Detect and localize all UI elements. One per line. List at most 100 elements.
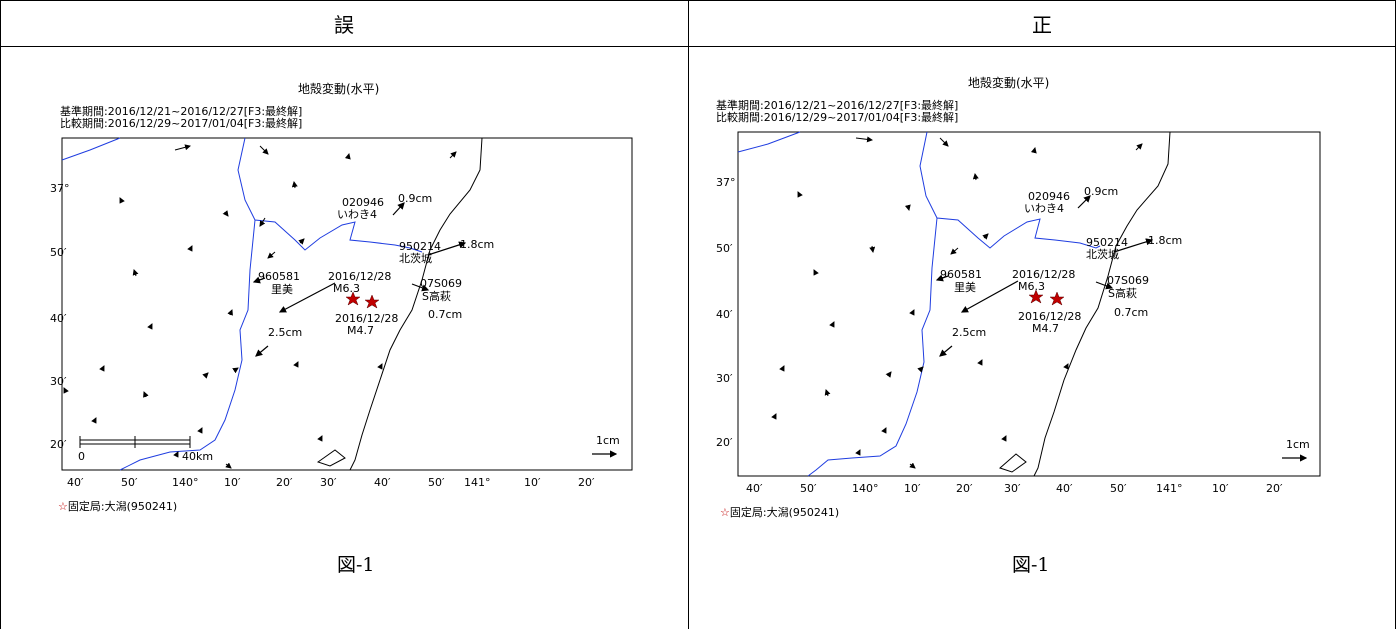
epicenter-stars bbox=[345, 291, 380, 309]
station-labels: 020946 いわき4 0.9cm 950214 北茨城 1.8cm 96058… bbox=[258, 192, 494, 339]
quake-mag: M6.3 bbox=[1018, 280, 1045, 293]
coastline bbox=[1033, 131, 1171, 477]
station-name: S高萩 bbox=[422, 289, 451, 303]
figure-caption: 図-1 bbox=[1012, 554, 1050, 576]
station-code: 07S069 bbox=[1107, 274, 1149, 287]
small-vectors bbox=[771, 136, 1143, 469]
svg-text:140°: 140° bbox=[852, 482, 879, 495]
map-frame bbox=[61, 137, 633, 471]
header-correct: 正 bbox=[1032, 12, 1052, 37]
river bbox=[737, 131, 1101, 477]
quake-date: 2016/12/28 bbox=[335, 312, 398, 325]
station-code: 07S069 bbox=[420, 277, 462, 290]
station-code: 020946 bbox=[342, 196, 384, 209]
svg-text:40′: 40′ bbox=[746, 482, 763, 495]
header-wrong: 誤 bbox=[334, 12, 354, 37]
svg-text:37°: 37° bbox=[716, 176, 736, 189]
station-code: 960581 bbox=[258, 270, 300, 283]
station-name: 里美 bbox=[954, 281, 976, 294]
station-name: 北茨城 bbox=[399, 251, 432, 265]
base-period: 基準期間:2016/12/21~2016/12/27[F3:最終解] bbox=[716, 99, 959, 112]
svg-text:140°: 140° bbox=[172, 476, 199, 489]
svg-text:30′: 30′ bbox=[1004, 482, 1021, 495]
svg-text:50′: 50′ bbox=[121, 476, 138, 489]
table-divider bbox=[688, 0, 689, 629]
scale-bar bbox=[79, 436, 191, 448]
base-period: 基準期間:2016/12/21~2016/12/27[F3:最終解] bbox=[60, 105, 303, 118]
quake-mag: M6.3 bbox=[333, 282, 360, 295]
quake-date: 2016/12/28 bbox=[1018, 310, 1081, 323]
station-code: 950214 bbox=[1086, 236, 1128, 249]
table-border-left bbox=[0, 0, 1, 629]
lat-axis: 37° 50′ 40′ 30′ 20′ bbox=[50, 182, 70, 451]
station-vectors bbox=[252, 202, 467, 357]
station-name: 北茨城 bbox=[1086, 247, 1119, 261]
station-disp: 2.5cm bbox=[268, 326, 302, 339]
lon-axis: 40′ 50′ 140° 10′ 20′ 30′ 40′ 50′ 141° 10… bbox=[746, 482, 1283, 495]
station-disp: 0.7cm bbox=[428, 308, 462, 321]
coastline-bay bbox=[999, 453, 1027, 473]
compare-period: 比較期間:2016/12/29~2017/01/04[F3:最終解] bbox=[60, 117, 303, 130]
station-disp: 0.9cm bbox=[1084, 185, 1118, 198]
station-disp: 0.7cm bbox=[1114, 306, 1148, 319]
displacement-map: 020946 いわき4 0.9cm 950214 北茨城 1.8cm 96058… bbox=[50, 137, 633, 489]
station-disp: 1.8cm bbox=[460, 238, 494, 251]
svg-text:20′: 20′ bbox=[716, 436, 733, 449]
svg-text:50′: 50′ bbox=[428, 476, 445, 489]
svg-text:141°: 141° bbox=[464, 476, 491, 489]
svg-text:30′: 30′ bbox=[50, 375, 67, 388]
svg-text:20′: 20′ bbox=[1266, 482, 1283, 495]
figure-title: 地殻変動(水平) bbox=[298, 82, 380, 96]
figure-title: 地殻変動(水平) bbox=[968, 76, 1050, 90]
scale-zero: 0 bbox=[78, 450, 85, 463]
figure-caption: 図-1 bbox=[337, 554, 375, 576]
station-name: S高萩 bbox=[1108, 286, 1137, 300]
scale-km: 40km bbox=[182, 450, 213, 463]
svg-text:40′: 40′ bbox=[67, 476, 84, 489]
svg-text:20′: 20′ bbox=[956, 482, 973, 495]
fixed-station-star-icon: ☆ bbox=[58, 500, 68, 513]
fixed-station-star-icon: ☆ bbox=[720, 506, 730, 519]
station-labels: 020946 いわき4 0.9cm 950214 北茨城 1.8cm 96058… bbox=[940, 185, 1182, 339]
svg-text:40′: 40′ bbox=[50, 312, 67, 325]
station-name: 里美 bbox=[271, 283, 293, 296]
station-disp: 2.5cm bbox=[952, 326, 986, 339]
compare-period: 比較期間:2016/12/29~2017/01/04[F3:最終解] bbox=[716, 111, 959, 124]
station-disp: 0.9cm bbox=[398, 192, 432, 205]
scale-ref-label: 1cm bbox=[1286, 438, 1310, 451]
svg-text:40′: 40′ bbox=[1056, 482, 1073, 495]
fixed-station: ☆固定局:大潟(950241) bbox=[720, 506, 840, 519]
quake-mag: M4.7 bbox=[1032, 322, 1059, 335]
small-vectors bbox=[63, 144, 457, 469]
svg-text:50′: 50′ bbox=[716, 242, 733, 255]
svg-text:50′: 50′ bbox=[1110, 482, 1127, 495]
map-frame bbox=[737, 131, 1321, 477]
table-border-top bbox=[0, 0, 1396, 1]
svg-text:20′: 20′ bbox=[276, 476, 293, 489]
station-code: 020946 bbox=[1028, 190, 1070, 203]
svg-text:20′: 20′ bbox=[578, 476, 595, 489]
quake-mag: M4.7 bbox=[347, 324, 374, 337]
fixed-station: ☆固定局:大潟(950241) bbox=[58, 500, 178, 513]
lon-axis: 40′ 50′ 140° 10′ 20′ 30′ 40′ 50′ 141° 10… bbox=[67, 476, 595, 489]
station-name: いわき4 bbox=[1024, 202, 1064, 215]
svg-text:20′: 20′ bbox=[50, 438, 67, 451]
station-code: 950214 bbox=[399, 240, 441, 253]
svg-text:50′: 50′ bbox=[800, 482, 817, 495]
station-vectors bbox=[935, 195, 1154, 357]
svg-text:10′: 10′ bbox=[224, 476, 241, 489]
station-name: いわき4 bbox=[337, 208, 377, 221]
svg-text:10′: 10′ bbox=[1212, 482, 1229, 495]
svg-text:37°: 37° bbox=[50, 182, 70, 195]
displacement-map: 020946 いわき4 0.9cm 950214 北茨城 1.8cm 96058… bbox=[716, 131, 1321, 495]
quake-date: 2016/12/28 bbox=[328, 270, 391, 283]
station-code: 960581 bbox=[940, 268, 982, 281]
svg-text:141°: 141° bbox=[1156, 482, 1183, 495]
table-header-divider bbox=[0, 46, 1396, 47]
svg-text:30′: 30′ bbox=[716, 372, 733, 385]
svg-text:10′: 10′ bbox=[524, 476, 541, 489]
station-disp: 1.8cm bbox=[1148, 234, 1182, 247]
lat-axis: 37° 50′ 40′ 30′ 20′ bbox=[716, 176, 736, 449]
coastline bbox=[349, 137, 483, 471]
epicenter-stars bbox=[1028, 289, 1065, 306]
